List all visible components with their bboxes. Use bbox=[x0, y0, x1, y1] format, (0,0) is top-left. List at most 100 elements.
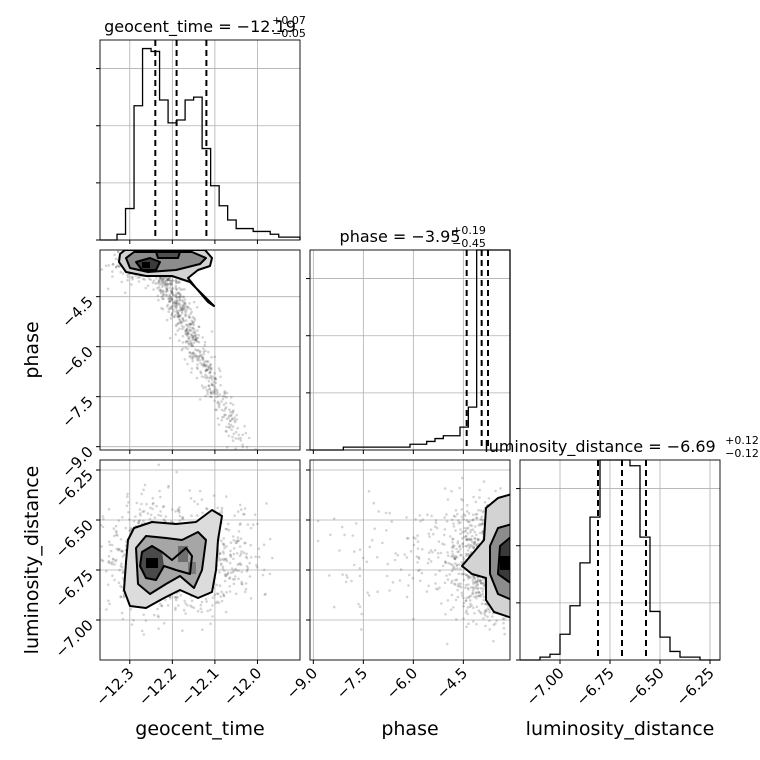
sample-point bbox=[184, 329, 187, 333]
sample-point bbox=[482, 595, 486, 599]
sample-point bbox=[352, 563, 356, 567]
sample-point bbox=[108, 602, 111, 606]
sample-point bbox=[234, 541, 238, 545]
panel-frame bbox=[519, 459, 721, 661]
sample-point bbox=[190, 319, 194, 323]
sample-point bbox=[251, 499, 254, 502]
sample-point bbox=[472, 546, 476, 550]
histogram-phase bbox=[310, 249, 511, 451]
sample-point bbox=[208, 387, 211, 390]
sample-point bbox=[207, 367, 211, 370]
sample-point bbox=[161, 294, 165, 297]
sample-point bbox=[186, 334, 189, 337]
sample-point bbox=[231, 417, 234, 421]
sample-point bbox=[227, 426, 230, 429]
sample-point bbox=[124, 526, 127, 530]
sample-point bbox=[204, 349, 207, 353]
sample-point bbox=[157, 627, 160, 630]
sample-point bbox=[452, 525, 456, 528]
sample-point bbox=[210, 383, 214, 387]
sample-point bbox=[388, 511, 392, 515]
sample-point bbox=[218, 552, 222, 556]
sample-point bbox=[120, 611, 124, 615]
sample-point bbox=[157, 285, 161, 289]
sample-point bbox=[159, 291, 163, 295]
sample-point bbox=[233, 514, 236, 518]
sample-point bbox=[221, 397, 225, 401]
sample-point bbox=[465, 538, 468, 541]
sample-point bbox=[116, 250, 120, 254]
sample-point bbox=[183, 302, 187, 305]
sample-point bbox=[204, 369, 208, 373]
sample-point bbox=[182, 318, 185, 322]
sample-point bbox=[165, 289, 169, 292]
sample-point bbox=[184, 346, 187, 350]
sample-point bbox=[462, 604, 465, 608]
sample-point bbox=[175, 281, 178, 285]
sample-point bbox=[253, 513, 257, 516]
sample-point bbox=[161, 278, 165, 281]
sample-point bbox=[385, 529, 388, 532]
sample-point bbox=[418, 568, 421, 572]
sample-point bbox=[170, 290, 174, 294]
sample-point bbox=[178, 281, 181, 284]
sample-point bbox=[170, 312, 174, 316]
sample-point bbox=[184, 323, 188, 327]
sample-point bbox=[473, 537, 477, 541]
sample-point bbox=[183, 298, 187, 301]
panel-luminosity-distance-hist: luminosity_distance = −6.69 +0.12 −0.12 bbox=[484, 434, 759, 661]
sample-point bbox=[213, 391, 216, 394]
sample-point bbox=[444, 561, 448, 565]
sample-point bbox=[175, 288, 179, 292]
sample-point bbox=[107, 561, 110, 564]
sample-point bbox=[119, 564, 123, 568]
sample-point bbox=[230, 396, 233, 399]
sample-point bbox=[240, 580, 243, 584]
sample-point bbox=[451, 553, 455, 556]
sample-point bbox=[200, 610, 204, 614]
sample-point bbox=[149, 246, 152, 249]
sample-point bbox=[499, 487, 502, 490]
sample-point bbox=[456, 540, 460, 543]
sample-point bbox=[227, 414, 231, 418]
sample-point bbox=[184, 314, 187, 318]
sample-point bbox=[257, 555, 261, 559]
density-cell bbox=[178, 546, 188, 562]
y-ticks bbox=[306, 469, 310, 621]
sample-point bbox=[211, 596, 215, 599]
sample-point bbox=[222, 594, 225, 597]
sample-point bbox=[117, 549, 121, 552]
sample-point bbox=[448, 573, 452, 576]
sample-point bbox=[462, 572, 466, 576]
sample-point bbox=[184, 312, 188, 315]
sample-point bbox=[218, 551, 222, 555]
sample-point bbox=[494, 489, 497, 493]
sample-point bbox=[131, 277, 134, 281]
sample-point bbox=[106, 287, 110, 291]
sample-point bbox=[148, 517, 152, 521]
sample-point bbox=[465, 503, 469, 507]
sample-point bbox=[427, 532, 431, 536]
sample-point bbox=[193, 330, 197, 333]
sample-point bbox=[411, 577, 415, 580]
sample-point bbox=[470, 540, 474, 544]
sample-point bbox=[178, 301, 181, 304]
sample-point bbox=[426, 561, 430, 565]
sample-point bbox=[201, 628, 204, 631]
sample-point bbox=[458, 584, 461, 588]
sample-point bbox=[453, 557, 457, 560]
sample-point bbox=[217, 601, 221, 605]
sample-point bbox=[121, 515, 124, 519]
sample-point bbox=[197, 333, 201, 337]
sample-point bbox=[466, 549, 470, 552]
sample-point bbox=[193, 338, 196, 341]
sample-point bbox=[179, 308, 183, 312]
sample-point bbox=[177, 309, 181, 313]
sample-point bbox=[201, 511, 204, 515]
sample-point bbox=[375, 556, 379, 559]
sample-point bbox=[195, 306, 199, 309]
sample-point bbox=[376, 590, 379, 593]
title-luminosity-distance-sub: −0.12 bbox=[725, 447, 759, 460]
sample-point bbox=[461, 476, 464, 480]
sample-point bbox=[196, 367, 199, 371]
